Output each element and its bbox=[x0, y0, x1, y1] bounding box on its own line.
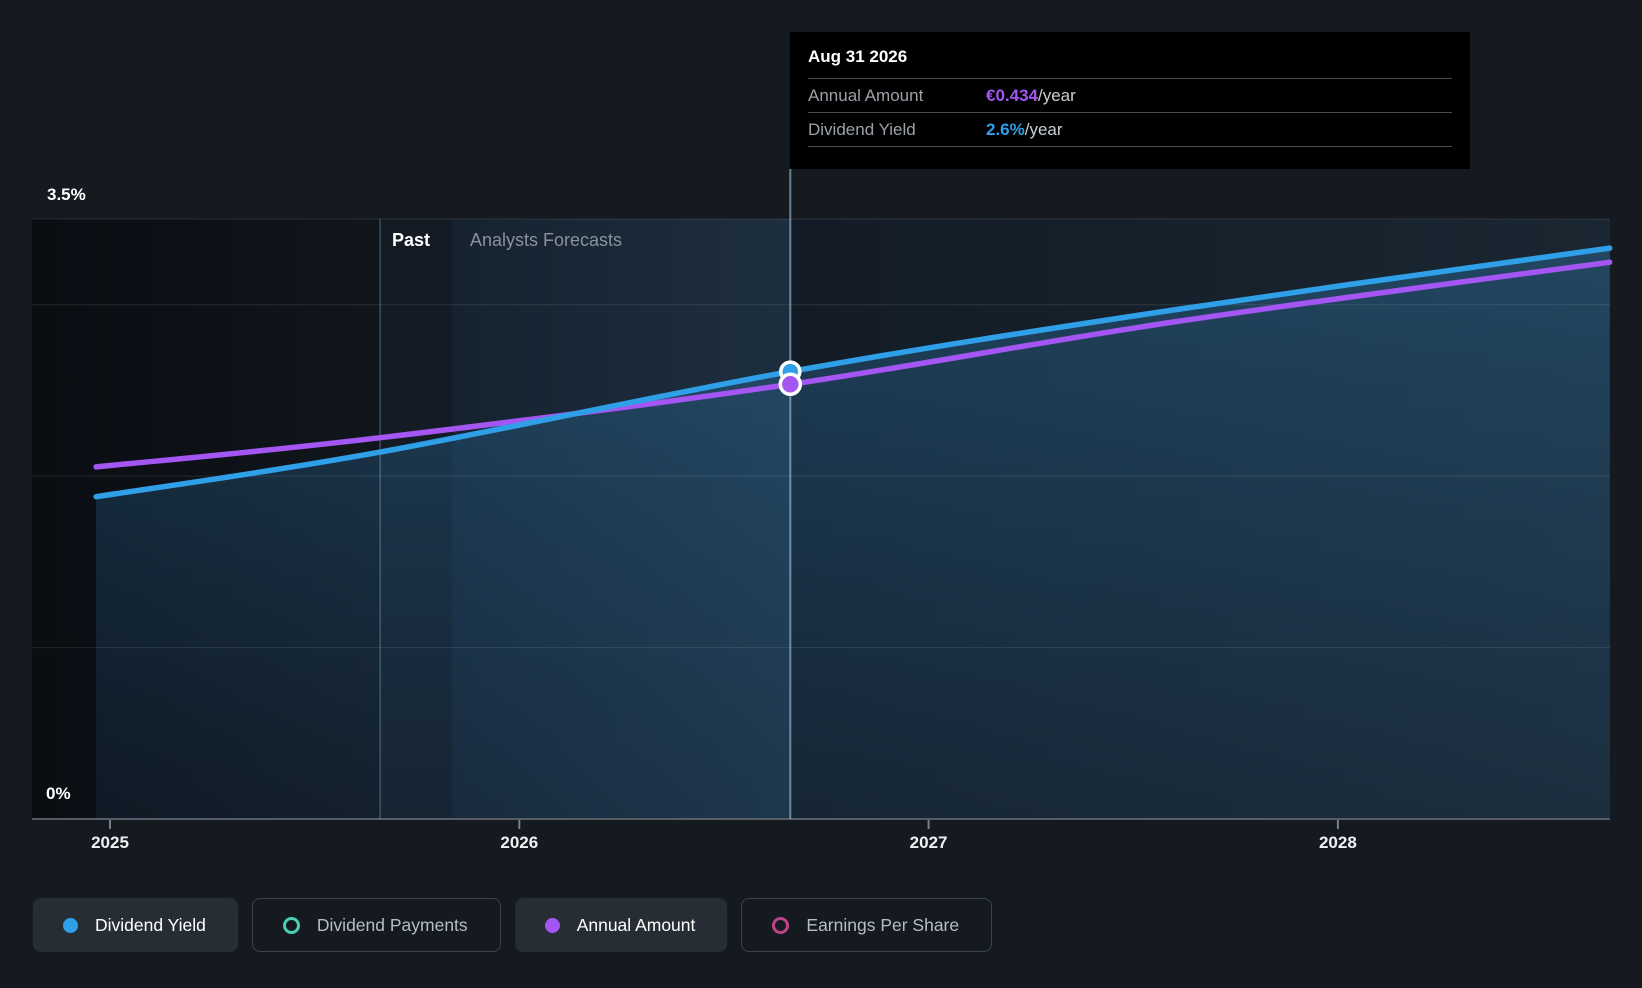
tooltip-row-suffix: /year bbox=[1024, 120, 1063, 139]
annual-amount-marker[interactable] bbox=[778, 372, 803, 397]
legend-label: Earnings Per Share bbox=[806, 914, 960, 935]
tooltip-date: Aug 31 2026 bbox=[808, 47, 908, 66]
tooltip-row-suffix: /year bbox=[1038, 86, 1076, 105]
legend-pill-annual-amount[interactable]: Annual Amount bbox=[514, 898, 728, 952]
y-axis-label-max: 3.5% bbox=[47, 185, 86, 204]
tooltip-row-value: 2.6% bbox=[986, 120, 1025, 139]
y-axis-label-zero: 0% bbox=[46, 784, 71, 803]
legend-label: Dividend Payments bbox=[316, 914, 468, 935]
legend-dot-icon bbox=[544, 917, 560, 933]
tooltip-row-label: Dividend Yield bbox=[808, 120, 916, 139]
dividend-yield-area bbox=[96, 248, 1611, 820]
x-axis-label-2028: 2028 bbox=[1318, 833, 1357, 852]
legend-ring-icon bbox=[282, 916, 300, 934]
hover-tooltip: Aug 31 2026 Annual Amount €0.434/year Divi… bbox=[790, 32, 1470, 169]
legend-label: Annual Amount bbox=[576, 914, 696, 935]
past-zone-label: Past bbox=[392, 230, 431, 250]
legend-pill-earnings-per-share[interactable]: Earnings Per Share bbox=[741, 898, 993, 952]
tooltip-row: Annual Amount €0.434/year bbox=[808, 78, 1452, 112]
tooltip-row: Dividend Yield 2.6%/year bbox=[808, 112, 1452, 147]
legend-label: Dividend Yield bbox=[95, 914, 206, 935]
legend-pill-dividend-payments[interactable]: Dividend Payments bbox=[251, 898, 501, 952]
tooltip-rows: Annual Amount €0.434/year Dividend Yield 2.… bbox=[790, 78, 1470, 147]
tooltip-row-label: Annual Amount bbox=[808, 86, 924, 105]
x-axis-label-2025: 2025 bbox=[91, 833, 129, 852]
tooltip-row-value: €0.434 bbox=[986, 86, 1038, 105]
x-axis-label-2026: 2026 bbox=[500, 833, 539, 852]
legend-dot-icon bbox=[63, 917, 78, 933]
x-axis-label-2027: 2027 bbox=[909, 833, 948, 852]
forecast-zone-label: Analysts Forecasts bbox=[470, 230, 623, 250]
legend-pill-dividend-yield[interactable]: Dividend Yield bbox=[33, 898, 238, 952]
series-legend: Dividend Yield Dividend Payments Annual Am… bbox=[33, 898, 993, 952]
legend-ring-icon bbox=[772, 916, 790, 934]
